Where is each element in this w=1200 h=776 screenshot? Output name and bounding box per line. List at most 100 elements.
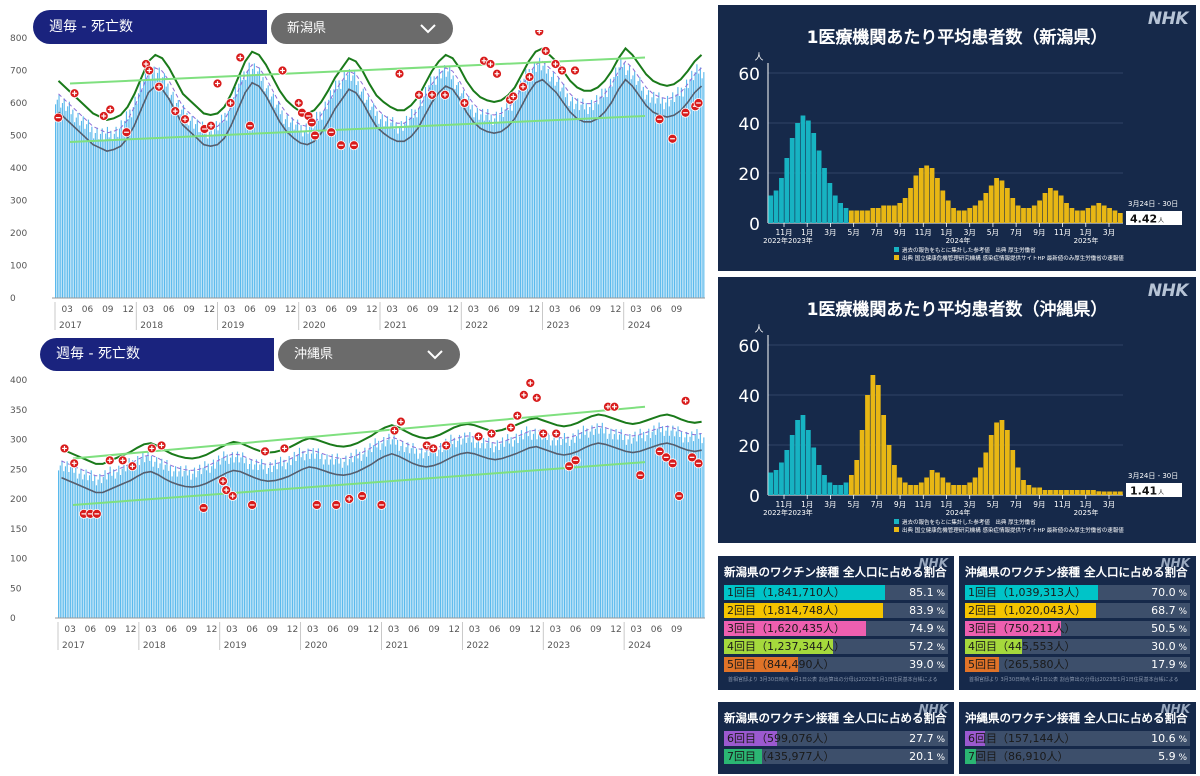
weekly-death-bar <box>300 457 302 618</box>
weekly-death-bar <box>522 439 524 618</box>
weekly-death-bar <box>461 93 463 299</box>
weekly-death-bar <box>343 461 345 618</box>
weekly-death-bar <box>532 68 534 298</box>
weekly-death-bar <box>336 89 338 298</box>
y-tick-label: 600 <box>10 99 27 109</box>
weekly-death-bar <box>348 459 350 618</box>
x-tick-label: 12 <box>125 625 136 635</box>
patients-bar <box>929 470 935 495</box>
weekly-death-bar <box>281 466 283 618</box>
weekly-death-bar <box>594 428 596 618</box>
weekly-death-bar <box>623 62 625 298</box>
weekly-death-bar <box>114 478 116 618</box>
vaccine-pct-value: 5.9 <box>1158 750 1176 763</box>
weekly-death-bar <box>473 117 475 298</box>
weekly-death-bar <box>581 432 583 618</box>
patients-bar <box>1101 491 1107 495</box>
weekly-death-bar <box>202 467 204 618</box>
weekly-death-bar <box>267 468 270 618</box>
percent-sign: % <box>1175 661 1187 671</box>
weekly-death-bar <box>692 80 695 298</box>
weekly-death-bar <box>123 462 125 618</box>
weekly-death-bar <box>668 106 670 299</box>
y-tick-label: 200 <box>10 229 27 239</box>
patients-bar <box>1048 490 1053 495</box>
niigata-prefecture-select[interactable]: 新潟県 <box>271 13 453 44</box>
weekly-death-bar <box>312 448 314 618</box>
weekly-death-bar <box>207 463 209 618</box>
x-tick-label: 1月 <box>940 228 952 237</box>
patients-bar <box>838 485 843 495</box>
y-unit-label: 人 <box>754 324 763 335</box>
percent-sign: % <box>933 589 945 599</box>
weekly-death-bar <box>310 119 312 298</box>
okinawa-mortality-chart: 400 350 300 250 200 150 100 50 0 03 06 09 12 03 06 09 12… <box>10 376 705 651</box>
patients-bar <box>918 482 924 495</box>
weekly-death-bar <box>345 80 347 298</box>
weekly-death-bar <box>188 470 190 618</box>
weekly-death-bar <box>336 453 338 618</box>
weekly-death-bar <box>261 459 263 618</box>
weekly-death-bar <box>58 95 60 298</box>
weekly-death-bar <box>531 439 533 618</box>
lower-trend-line <box>72 461 646 506</box>
weekly-death-bar <box>666 95 669 299</box>
weekly-death-bar <box>276 469 278 618</box>
weekly-death-bar <box>210 125 212 298</box>
weekly-death-bar <box>435 84 437 298</box>
weekly-death-bar <box>606 97 608 298</box>
weekly-death-bar <box>426 94 428 298</box>
weekly-death-bar <box>317 120 319 298</box>
weekly-death-bar <box>447 71 449 299</box>
patients-bar <box>956 485 962 495</box>
patients-bar <box>940 190 946 223</box>
weekly-death-bar <box>560 445 562 618</box>
weekly-death-bar <box>250 74 252 298</box>
weekly-death-bar <box>302 450 304 618</box>
weekly-death-bar <box>452 444 454 618</box>
x-tick-label: 11月 <box>1054 228 1071 237</box>
weekly-death-bar <box>67 106 69 298</box>
patients-bar <box>811 133 817 223</box>
patients-bar <box>913 485 919 495</box>
x-tick-label: 09 <box>105 625 117 635</box>
y-tick-label: 150 <box>10 525 27 535</box>
chevron-down-icon[interactable] <box>419 13 437 56</box>
patients-bar <box>811 447 817 495</box>
patients-bar <box>961 485 967 495</box>
x-tick-label: 09 <box>671 625 683 635</box>
weekly-death-bar <box>90 470 92 618</box>
vaccine-fill <box>965 585 1099 600</box>
year-label: 2022年2023年 <box>763 508 813 517</box>
weekly-death-bar <box>260 80 262 299</box>
vaccine-row: 3回目（750,211人） 50.5 % <box>965 621 1190 636</box>
weekly-death-bar <box>348 69 351 298</box>
weekly-death-bar <box>565 442 567 618</box>
weekly-death-bar <box>255 75 257 298</box>
patients-bar <box>1031 487 1037 495</box>
weekly-death-bar <box>443 445 445 618</box>
weekly-death-bar <box>91 126 93 298</box>
patients-bar <box>1037 487 1043 495</box>
weekly-death-bar <box>464 432 466 618</box>
chevron-down-icon[interactable] <box>426 339 444 382</box>
x-tick-label: 06 <box>570 625 582 635</box>
patients-bar <box>1021 208 1026 223</box>
weekly-death-bar <box>587 114 589 298</box>
weekly-death-bar <box>262 469 264 618</box>
vaccine-fill <box>724 603 884 618</box>
weekly-death-bar <box>355 449 357 618</box>
vaccine-pct-value: 39.0 <box>909 658 934 671</box>
weekly-death-bar <box>176 103 178 298</box>
weekly-death-bar <box>620 429 622 618</box>
weekly-death-bar <box>150 79 152 299</box>
weekly-death-bar <box>180 466 182 618</box>
weekly-death-bar <box>579 438 581 618</box>
weekly-death-bar <box>178 471 180 618</box>
weekly-death-bar <box>471 104 473 298</box>
weekly-death-bar <box>582 98 584 298</box>
latest-period-label: 3月24日 - 30日 <box>1128 472 1178 480</box>
bar-series <box>55 57 705 299</box>
x-tick-label: 3月 <box>824 500 836 509</box>
okinawa-prefecture-select[interactable]: 沖縄県 <box>278 339 460 370</box>
